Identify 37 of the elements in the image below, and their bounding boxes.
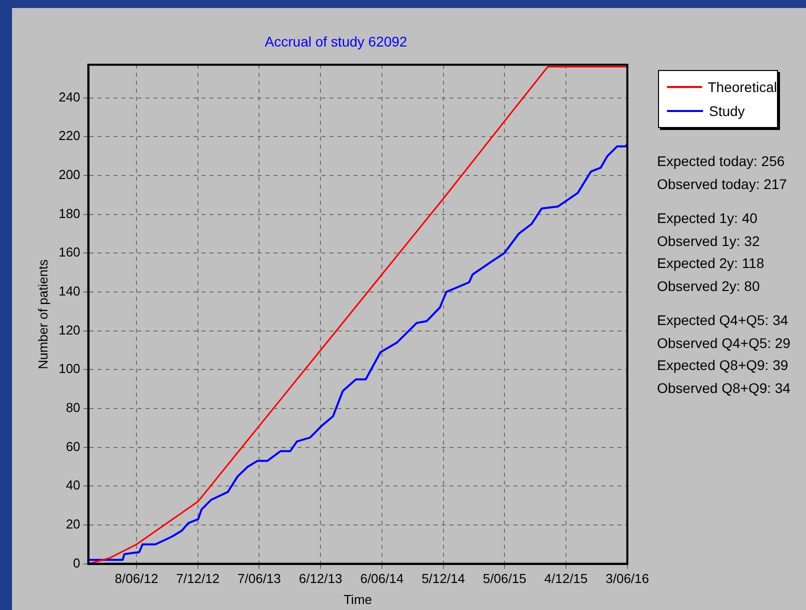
x-tick-label: 3/06/16 xyxy=(606,571,649,586)
text: Expected Q4+Q5: 34 xyxy=(657,311,790,330)
y-tick-label: 120 xyxy=(58,322,80,338)
y-axis-title: Number of patients xyxy=(35,258,50,370)
y-tick-label: 80 xyxy=(66,400,80,416)
text: Expected 1y: 40 xyxy=(657,209,758,228)
y-tick-label: 0 xyxy=(73,555,80,570)
legend-label: Theoretical xyxy=(708,79,777,95)
text: Observed 1y: 32 xyxy=(657,232,761,251)
x-tick-label: 7/06/13 xyxy=(238,571,281,586)
x-tick-label: 8/06/12 xyxy=(114,571,158,586)
y-tick-label: 200 xyxy=(58,167,80,182)
x-axis-title: Time xyxy=(344,592,372,607)
text: Observed today: 217 xyxy=(657,174,788,194)
x-tick-label: 6/06/14 xyxy=(360,571,404,586)
y-tick-label: 140 xyxy=(58,284,80,299)
x-tick-label: 5/12/14 xyxy=(422,571,465,586)
x-tick-label: 6/12/13 xyxy=(298,571,342,586)
y-tick-label: 160 xyxy=(58,244,80,260)
y-tick-label: 240 xyxy=(58,89,80,104)
text: Expected Q8+Q9: 39 xyxy=(657,356,790,375)
x-tick-label: 7/12/12 xyxy=(176,571,220,586)
text: Observed Q8+Q9: 34 xyxy=(657,378,790,398)
chart-title: Accrual of study 62092 xyxy=(264,33,408,50)
x-tick-label: 5/06/15 xyxy=(482,571,526,586)
text: Observed 2y: 80 xyxy=(657,276,761,296)
legend-label: Study xyxy=(709,103,745,119)
x-tick-label: 4/12/15 xyxy=(544,571,588,586)
y-tick-label: 20 xyxy=(66,516,80,532)
text: Expected 2y: 118 xyxy=(657,254,766,273)
y-tick-label: 180 xyxy=(58,206,80,221)
text: Expected today: 256 xyxy=(657,152,786,171)
y-tick-label: 100 xyxy=(58,361,80,376)
y-tick-label: 60 xyxy=(66,438,80,454)
y-tick-label: 220 xyxy=(58,128,80,144)
y-tick-label: 40 xyxy=(66,478,80,493)
text: Observed Q4+Q5: 29 xyxy=(657,334,790,353)
